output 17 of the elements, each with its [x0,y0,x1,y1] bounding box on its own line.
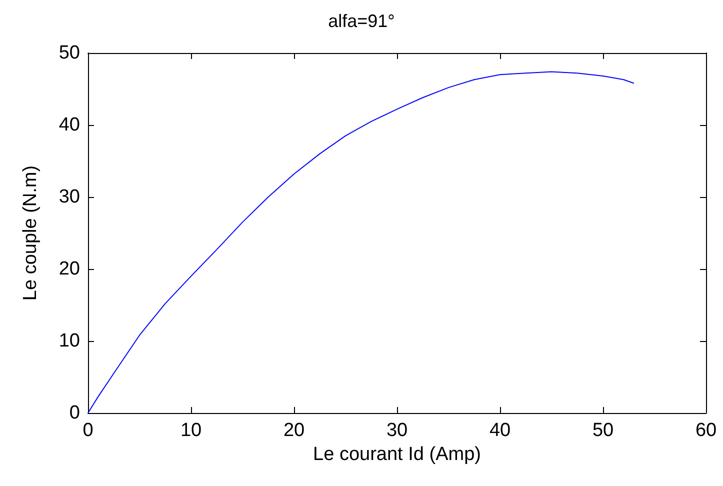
x-axis-title: Le courant Id (Amp) [313,444,481,465]
y-tick-label: 40 [58,114,80,136]
x-tick-label: 20 [283,420,305,441]
x-tick-label: 0 [82,420,94,441]
y-tick-label: 0 [69,402,80,424]
x-tick-label: 10 [180,420,202,441]
chart-title: alfa=91° [328,11,395,31]
y-axis-title: Le couple (N.m) [20,165,41,301]
y-tick-label: 30 [58,186,80,208]
x-tick-label: 50 [592,420,614,441]
y-tick-label: 50 [58,42,80,64]
y-tick-label: 10 [58,330,80,352]
line-series [88,71,634,414]
x-tick-label: 40 [489,420,511,441]
x-tick-label: 30 [386,420,408,441]
x-tick-label: 60 [695,420,717,441]
y-tick-label: 20 [58,258,80,280]
